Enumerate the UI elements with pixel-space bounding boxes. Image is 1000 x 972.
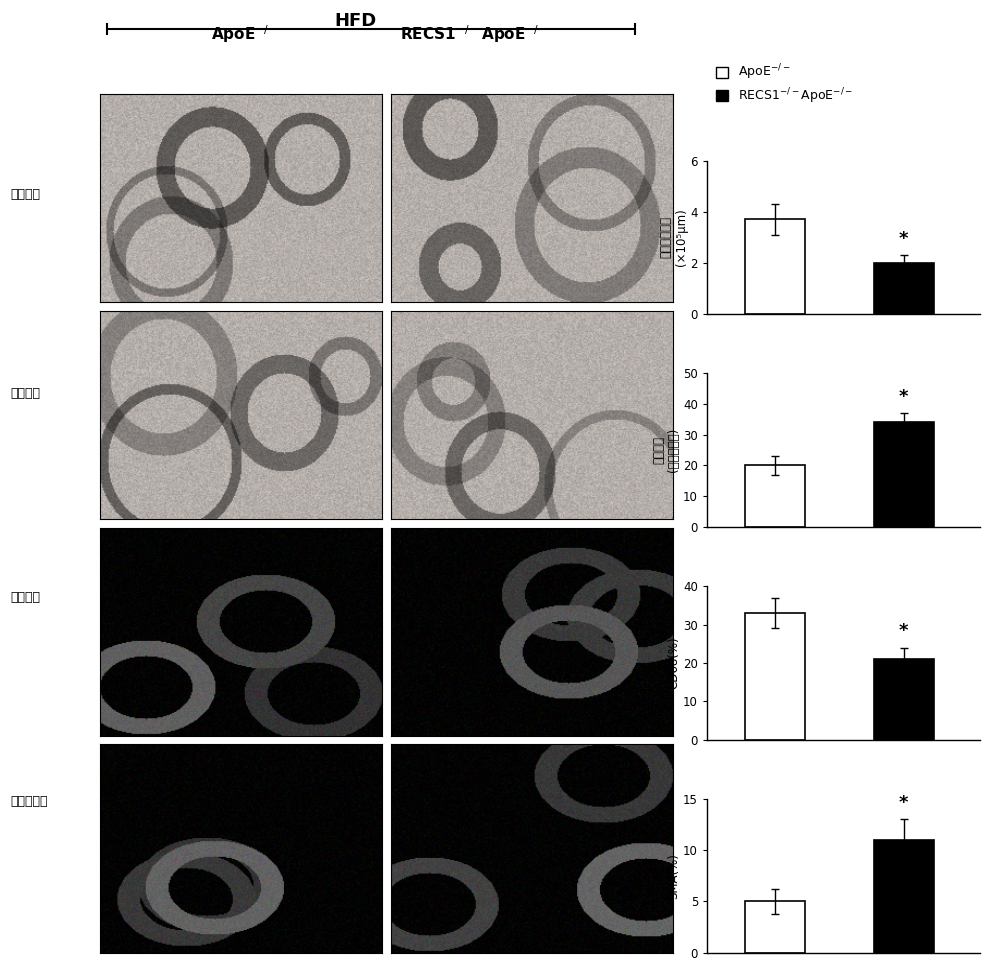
Text: HFD: HFD	[334, 13, 376, 30]
Text: *: *	[899, 388, 908, 405]
Text: ApoE$^{-/-}$: ApoE$^{-/-}$	[211, 23, 279, 45]
Legend: ApoE$^{-/-}$, RECS1$^{-/-}$ApoE$^{-/-}$: ApoE$^{-/-}$, RECS1$^{-/-}$ApoE$^{-/-}$	[713, 60, 856, 108]
Bar	[745, 466, 805, 527]
Bar	[874, 659, 934, 740]
Y-axis label: SMA(%): SMA(%)	[667, 852, 680, 899]
Text: 坏死中心: 坏死中心	[10, 188, 40, 201]
Text: RECS1$^{-/-}$ApoE$^{-/-}$: RECS1$^{-/-}$ApoE$^{-/-}$	[400, 23, 550, 45]
Bar	[874, 840, 934, 953]
Bar	[745, 220, 805, 314]
Text: *: *	[899, 622, 908, 640]
Text: 胶原成分: 胶原成分	[10, 387, 40, 400]
Text: 巨噬细胞: 巨噬细胞	[10, 591, 40, 605]
Y-axis label: 坏死中心面积
(×10⁵μm): 坏死中心面积 (×10⁵μm)	[660, 208, 688, 266]
Y-axis label: 胶原比例
(％玭块面积): 胶原比例 (％玭块面积)	[652, 428, 680, 472]
Text: *: *	[899, 794, 908, 812]
Text: *: *	[899, 229, 908, 248]
Bar	[874, 263, 934, 314]
Bar	[745, 613, 805, 740]
Bar	[874, 423, 934, 527]
Bar	[745, 901, 805, 953]
Y-axis label: CD68(%): CD68(%)	[667, 637, 680, 689]
Text: 平滑肌细胞: 平滑肌细胞	[10, 795, 48, 809]
